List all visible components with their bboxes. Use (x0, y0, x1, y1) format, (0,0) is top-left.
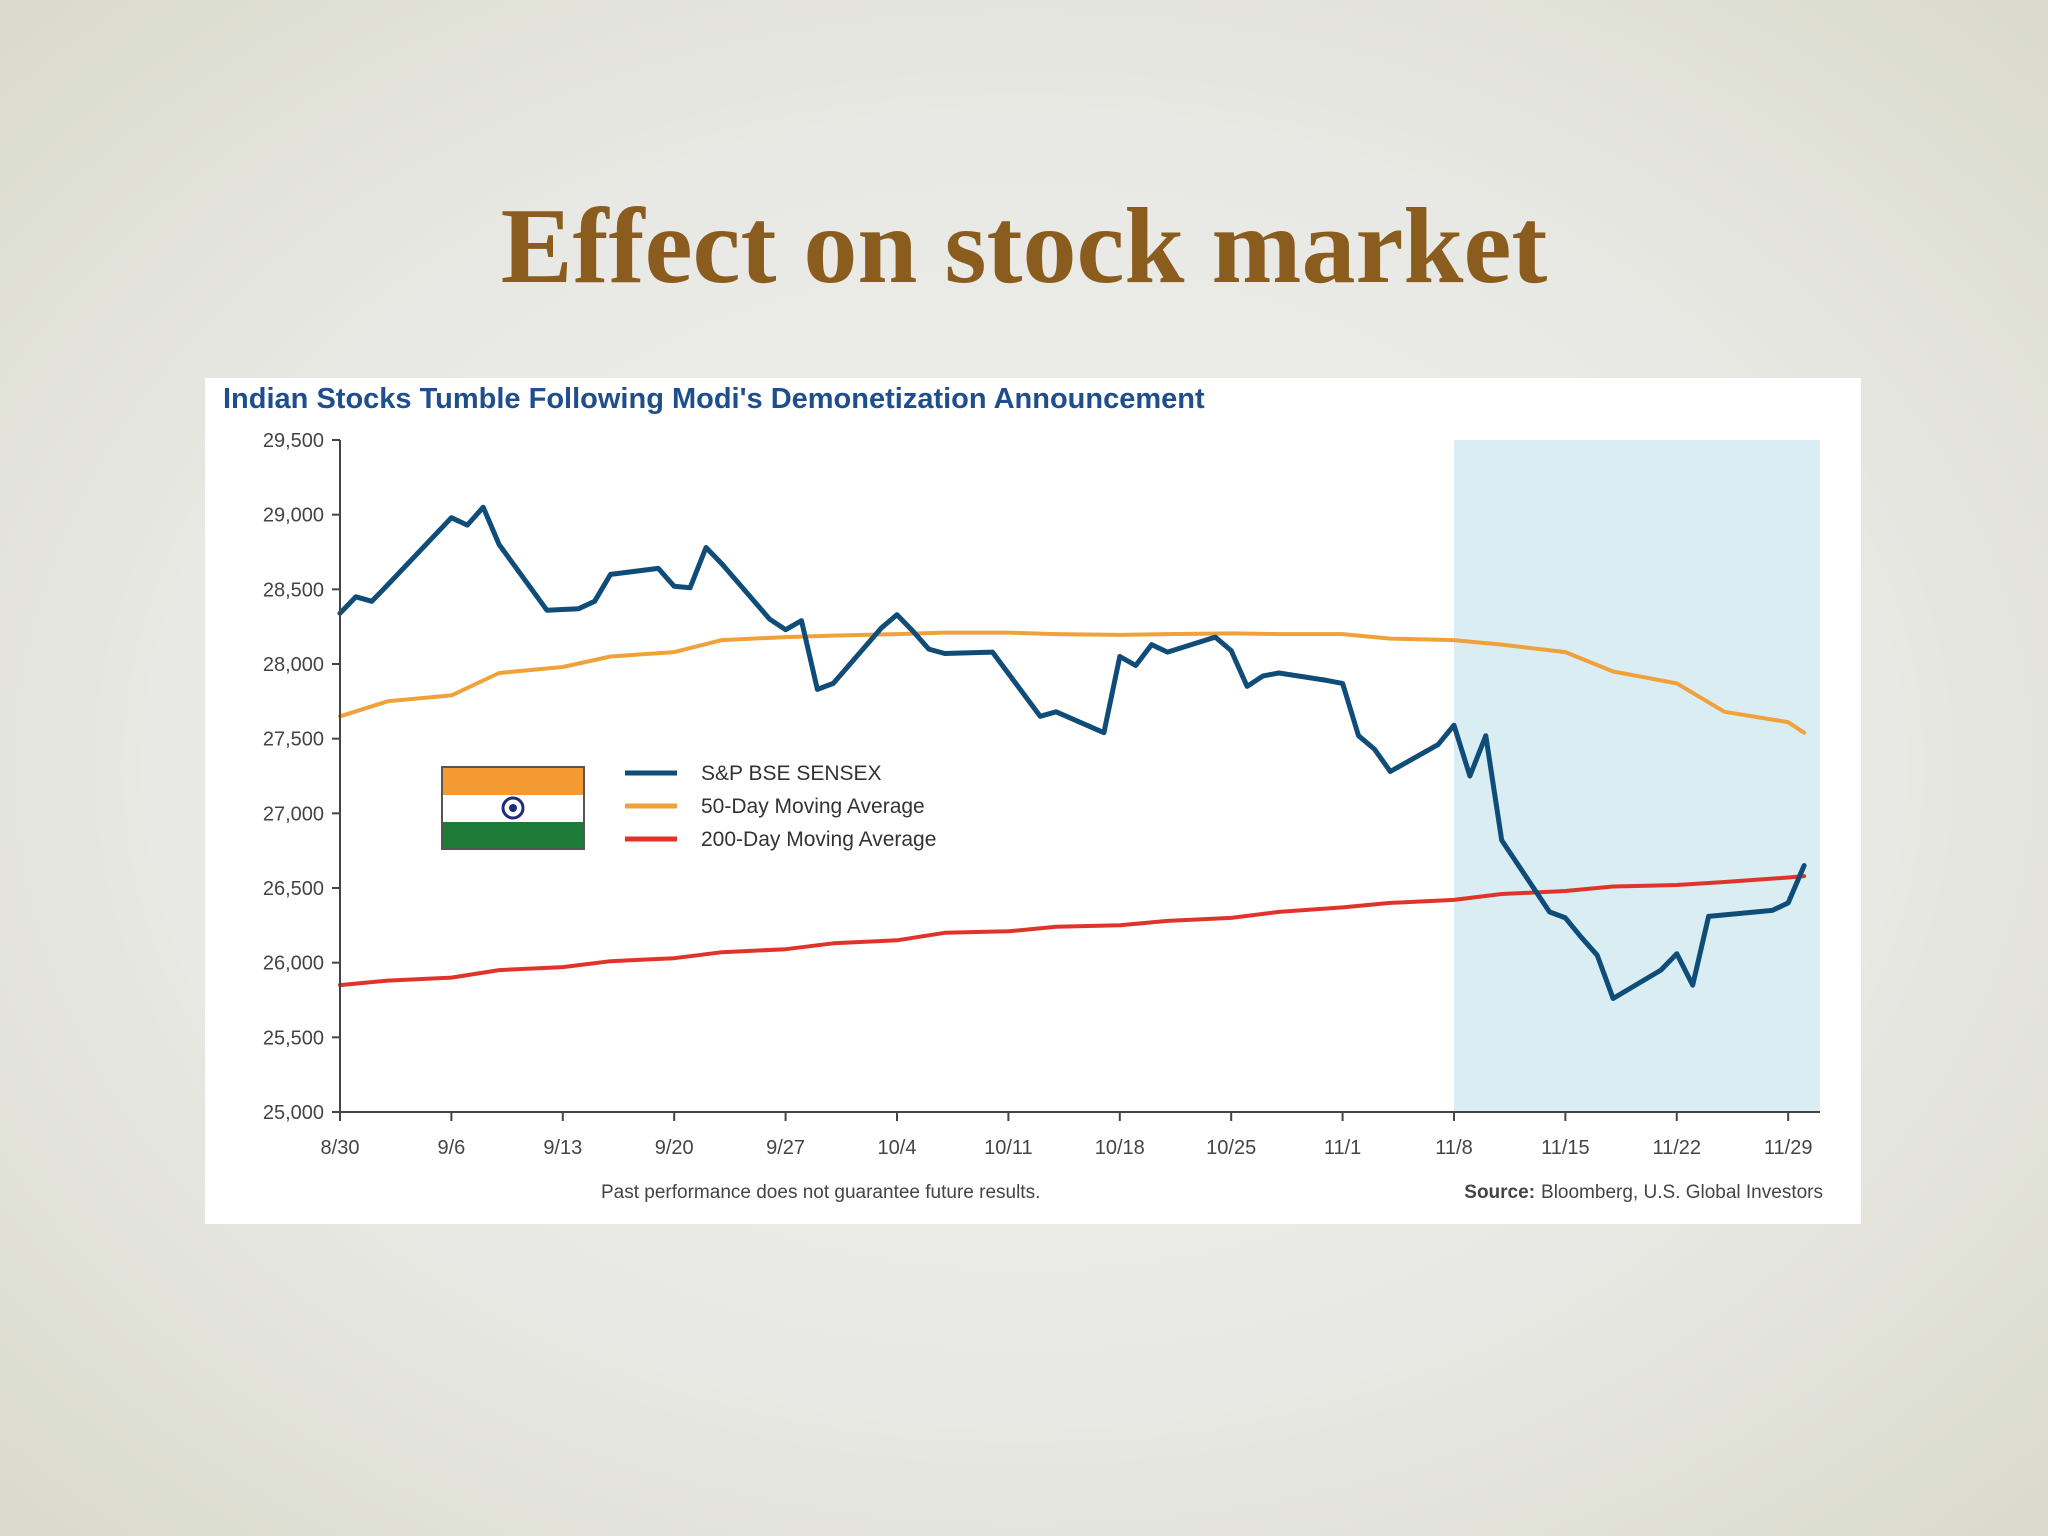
x-tick-label: 10/25 (1206, 1137, 1256, 1159)
footnote: Past performance does not guarantee futu… (601, 1182, 1040, 1203)
post-announcement-highlight (1453, 440, 1820, 1112)
y-tick-label: 27,000 (263, 803, 324, 825)
source-label: Source: (1464, 1182, 1535, 1203)
y-tick-label: 25,500 (263, 1027, 324, 1049)
y-tick-label: 28,000 (263, 654, 324, 676)
legend: S&P BSE SENSEX 50-Day Moving Average 200… (441, 762, 936, 851)
x-tick-label: 9/6 (437, 1137, 465, 1159)
x-tick-label: 9/20 (655, 1137, 694, 1159)
slide-title: Effect on stock market (500, 187, 1548, 306)
source-note: Source: Bloomberg, U.S. Global Investors (1464, 1182, 1823, 1203)
legend-label-ma200: 200-Day Moving Average (701, 828, 936, 851)
x-tick-label: 10/4 (878, 1137, 917, 1159)
x-tick-label: 11/1 (1324, 1137, 1361, 1159)
y-tick-label: 26,500 (263, 878, 324, 900)
chart-title: Indian Stocks Tumble Following Modi's De… (223, 383, 1205, 415)
y-tick-label: 29,000 (263, 505, 324, 527)
y-tick-label: 25,000 (263, 1102, 324, 1124)
x-tick-label: 9/27 (766, 1137, 805, 1159)
x-tick-label: 10/11 (984, 1137, 1033, 1159)
sensex-line (337, 504, 1807, 1001)
x-tick-label: 10/18 (1095, 1137, 1145, 1159)
x-tick-label: 11/29 (1764, 1137, 1813, 1159)
x-tick-label: 11/8 (1435, 1137, 1472, 1159)
ma50-line (338, 630, 1807, 735)
x-tick-label: 9/13 (543, 1137, 582, 1159)
y-tick-label: 26,000 (263, 953, 324, 975)
y-tick-label: 28,500 (263, 579, 324, 601)
y-tick-label: 27,500 (263, 729, 324, 751)
chart-panel: Indian Stocks Tumble Following Modi's De… (205, 378, 1861, 1224)
line-chart: Indian Stocks Tumble Following Modi's De… (205, 378, 1861, 1224)
ma200-line (338, 874, 1807, 988)
x-tick-label: 8/30 (321, 1137, 360, 1159)
y-tick-label: 29,500 (263, 430, 324, 452)
legend-label-sensex: S&P BSE SENSEX (701, 762, 882, 785)
x-tick-label: 11/22 (1652, 1137, 1701, 1159)
source-text: Bloomberg, U.S. Global Investors (1541, 1182, 1823, 1203)
legend-label-ma50: 50-Day Moving Average (701, 795, 925, 818)
x-tick-label: 11/15 (1541, 1137, 1590, 1159)
india-flag-icon (441, 766, 585, 850)
